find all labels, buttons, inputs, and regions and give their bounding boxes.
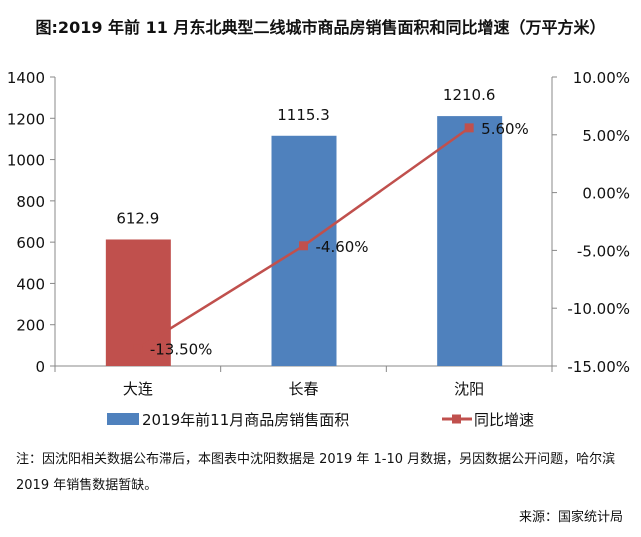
- growth-marker: [133, 344, 143, 354]
- left-tick-label: 200: [16, 317, 45, 335]
- right-tick-label: 5.00%: [582, 127, 630, 145]
- growth-marker: [464, 123, 474, 133]
- x-tick-label: 沈阳: [454, 380, 484, 398]
- x-tick-label: 大连: [123, 380, 153, 398]
- legend-line-marker: [452, 414, 461, 424]
- left-tick-label: 1000: [7, 152, 45, 170]
- line-data-label: -13.50%: [150, 341, 213, 359]
- left-tick-label: 1400: [7, 69, 45, 87]
- right-tick-label: 0.00%: [582, 185, 630, 203]
- right-tick-label: -10.00%: [567, 300, 630, 318]
- left-tick-label: 400: [16, 275, 45, 293]
- bar-data-label: 612.9: [116, 209, 159, 227]
- x-tick-label: 长春: [288, 380, 318, 398]
- bar-data-label: 1115.3: [277, 106, 330, 124]
- left-tick-label: 0: [35, 358, 45, 376]
- legend-line-label: 同比增速: [474, 411, 534, 429]
- line-data-label: -4.60%: [316, 238, 369, 256]
- chart-title: 图:2019 年前 11 月东北典型二线城市商品房销售面积和同比增速（万平方米）: [35, 18, 606, 37]
- left-tick-label: 1200: [7, 110, 45, 128]
- bar-长春: [271, 135, 337, 366]
- chart: 0 200 400 600 800 1000 1200 1400 -15.00% -10.00% -…: [7, 69, 630, 429]
- source-label: 来源：国家统计局: [518, 510, 623, 525]
- left-tick-label: 600: [16, 234, 45, 252]
- line-data-label: 5.60%: [481, 120, 529, 138]
- bar-沈阳: [437, 116, 503, 367]
- footnote: 注：因沈阳相关数据公布滞后，本图表中沈阳数据是 2019 年 1-10 月数据，…: [16, 452, 616, 493]
- growth-marker: [299, 241, 308, 251]
- legend-bar-swatch: [107, 413, 139, 425]
- right-tick-label: -5.00%: [577, 242, 630, 260]
- bar-data-label: 1210.6: [443, 86, 496, 104]
- legend-bar-label: 2019年前11月商品房销售面积: [142, 411, 349, 429]
- right-tick-label: 10.00%: [573, 69, 630, 87]
- right-tick-label: -15.00%: [567, 358, 630, 376]
- left-tick-label: 800: [16, 193, 45, 211]
